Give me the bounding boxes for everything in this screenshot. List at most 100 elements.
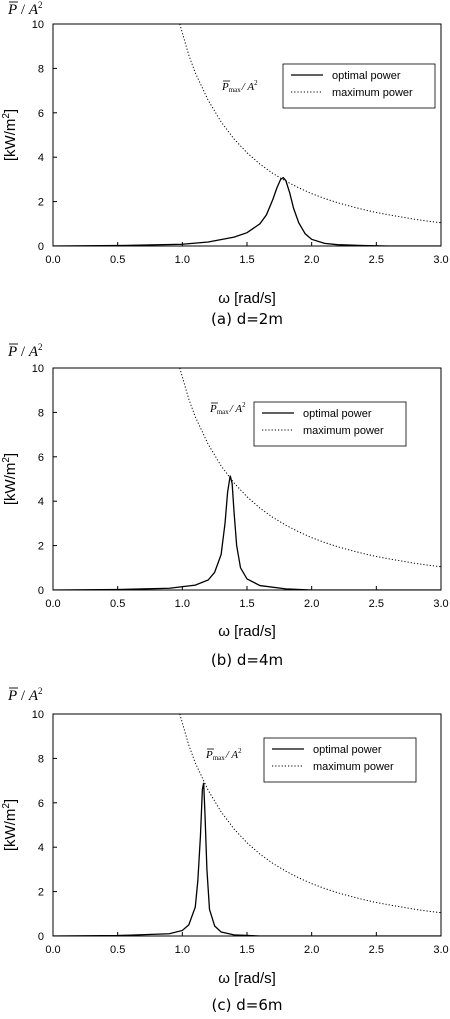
y-axis-title-sup: 2 [1, 457, 12, 463]
legend-label: maximum power [313, 761, 394, 773]
plot-frame [52, 23, 442, 247]
y-tick-label: 0 [38, 241, 44, 253]
title-sep: / [17, 2, 29, 18]
y-axis-title-sup: 2 [1, 113, 12, 119]
y-axis-title: [kW/m2] [1, 799, 19, 851]
x-tick-label: 1.0 [175, 598, 190, 610]
y-tick-label: 2 [38, 541, 44, 553]
y-axis-title-end: ] [2, 453, 19, 457]
title-a: A [28, 344, 39, 360]
y-tick-label: 0 [38, 585, 44, 597]
y-axis-title-sup: 2 [1, 803, 12, 809]
series-line-maximum-power [179, 24, 441, 224]
title-p: P [7, 344, 17, 360]
x-tick-label: 3.0 [433, 944, 448, 956]
annotation-sub: max [229, 86, 242, 94]
annotation-rest: / A [241, 81, 255, 93]
x-tick-label: 1.5 [239, 598, 254, 610]
y-axis-title: [kW/m2] [1, 453, 19, 505]
title-a: A [28, 688, 39, 704]
annotation-max-power: Pmax/ A2 [205, 747, 242, 762]
y-tick-label: 4 [38, 496, 44, 508]
x-tick-label: 2.0 [304, 254, 319, 266]
legend: optimal power maximum power [253, 401, 407, 447]
legend-box [253, 401, 407, 447]
title-sup: 2 [38, 0, 43, 10]
title-sep: / [17, 688, 29, 704]
title-p: P [7, 2, 17, 18]
title-sep: / [17, 344, 29, 360]
y-axis-title-main: [kW/m [2, 809, 19, 852]
y-tick-label: 6 [38, 798, 44, 810]
title-sup: 2 [38, 686, 43, 696]
annotation-rest: / A [229, 403, 243, 415]
title-sup: 2 [38, 342, 43, 352]
annotation-p: P [205, 749, 213, 761]
y-axis-title-main: [kW/m [2, 119, 19, 162]
y-tick-label: 8 [38, 63, 44, 75]
x-tick-label: 0.0 [45, 598, 60, 610]
legend: optimal power maximum power [263, 737, 417, 783]
x-tick-label: 2.5 [369, 254, 384, 266]
annotation-sup: 2 [238, 747, 242, 755]
y-tick-label: 4 [38, 152, 44, 164]
y-tick-label: 6 [38, 108, 44, 120]
series-line-maximum-power [179, 714, 441, 914]
title-a: A [28, 2, 39, 18]
annotation-sup: 2 [242, 401, 246, 409]
x-axis-title: ω [rad/s] [218, 623, 276, 640]
legend-label: optimal power [332, 70, 401, 82]
x-tick-label: 0.5 [110, 944, 125, 956]
plot-frame [52, 367, 442, 591]
legend-box [282, 63, 436, 109]
x-tick-label: 0.0 [45, 944, 60, 956]
y-axis-title-end: ] [2, 109, 19, 113]
series-line-maximum-power [179, 368, 441, 568]
annotation-sub: max [213, 754, 226, 762]
legend-box [263, 737, 417, 783]
x-tick-label: 0.5 [110, 254, 125, 266]
y-tick-label: 10 [32, 19, 44, 31]
annotation-max-power: Pmax/ A2 [209, 401, 246, 416]
panel-caption: (c) d=6m [212, 996, 283, 1014]
y-axis-title: [kW/m2] [1, 109, 19, 161]
annotation-sup: 2 [254, 79, 258, 87]
x-axis-title: ω [rad/s] [218, 970, 276, 987]
y-tick-label: 0 [38, 931, 44, 943]
y-tick-label: 2 [38, 197, 44, 209]
x-tick-label: 2.5 [369, 944, 384, 956]
legend-label: optimal power [313, 744, 382, 756]
y-tick-label: 8 [38, 407, 44, 419]
panel-title: P / A2 [7, 686, 43, 704]
legend-label: optimal power [303, 408, 372, 420]
panel-title: P / A2 [7, 0, 43, 18]
x-tick-label: 0.5 [110, 598, 125, 610]
annotation-p: P [221, 81, 229, 93]
y-tick-label: 6 [38, 452, 44, 464]
panel-caption: (b) d=4m [211, 651, 283, 669]
y-tick-label: 2 [38, 887, 44, 899]
y-tick-label: 10 [32, 363, 44, 375]
x-tick-label: 1.5 [239, 254, 254, 266]
series-line-optimal-power [53, 176, 441, 246]
x-tick-label: 2.0 [304, 598, 319, 610]
x-tick-label: 0.0 [45, 254, 60, 266]
x-tick-label: 3.0 [433, 598, 448, 610]
x-tick-label: 1.0 [175, 254, 190, 266]
annotation-sub: max [217, 408, 230, 416]
panel-title: P / A2 [7, 342, 43, 360]
series-line-optimal-power [53, 782, 441, 936]
panel-caption: (a) d=2m [211, 310, 283, 328]
x-tick-label: 1.0 [175, 944, 190, 956]
y-tick-label: 4 [38, 842, 44, 854]
y-tick-label: 10 [32, 709, 44, 721]
legend-label: maximum power [303, 425, 384, 437]
title-p: P [7, 688, 17, 704]
x-axis-title: ω [rad/s] [218, 290, 276, 307]
legend-label: maximum power [332, 87, 413, 99]
x-tick-label: 3.0 [433, 254, 448, 266]
